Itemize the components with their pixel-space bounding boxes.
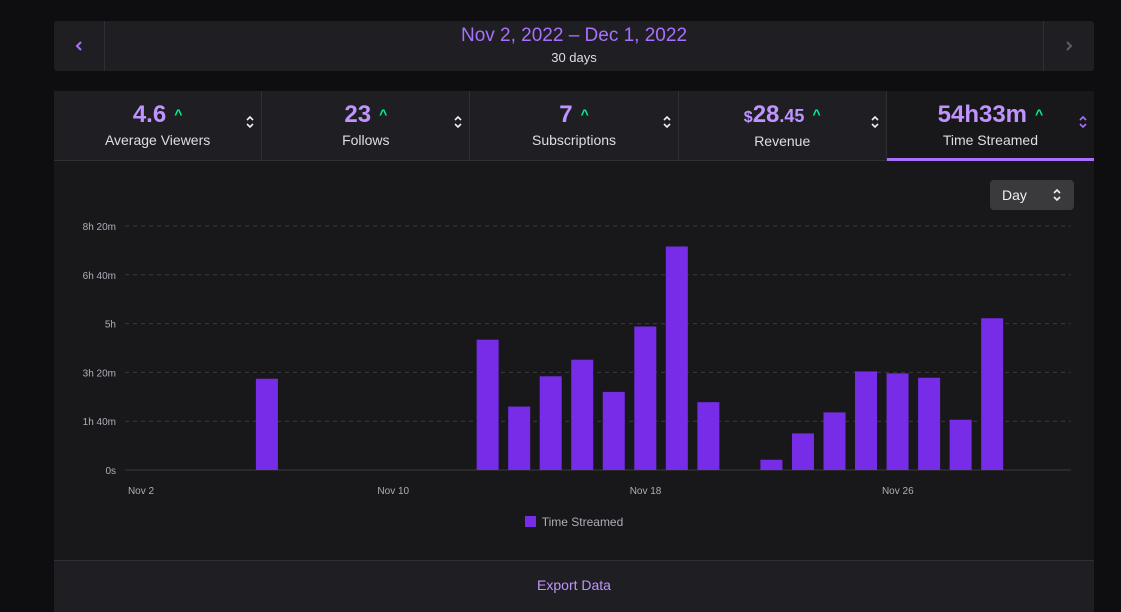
bar <box>476 339 499 470</box>
metric-value-cents: .45 <box>779 106 805 126</box>
time-streamed-chart: 0s 1h 40m 3h 20m 5h 6h 40m 8h 20m Nov 2 Nov 10 N… <box>83 222 1071 497</box>
chevron-right-icon <box>1066 41 1073 51</box>
metric-label: Time Streamed <box>942 132 1038 148</box>
tab-follows[interactable]: 23 ^ Follows <box>262 91 471 160</box>
sort-icon <box>1079 115 1087 129</box>
x-tick-label: Nov 10 <box>377 486 409 497</box>
sort-icon <box>246 115 254 129</box>
bar <box>508 406 531 470</box>
metric-label: Follows <box>342 132 390 148</box>
x-tick-label: Nov 26 <box>882 486 914 497</box>
chevron-up-down-icon <box>1053 188 1061 202</box>
stats-panel: 4.6 ^ Average Viewers 23 ^ Follows 7 ^ Subs… <box>54 91 1095 612</box>
metric-value: 54h33m <box>937 101 1028 128</box>
bar <box>602 391 625 470</box>
previous-period-button[interactable] <box>54 21 105 71</box>
y-tick-label: 3h 20m <box>83 368 116 379</box>
metric-value: 4.6 <box>132 101 167 128</box>
metric-value: 7 <box>559 101 573 128</box>
y-tick-label: 1h 40m <box>83 417 116 428</box>
sort-icon <box>454 115 462 129</box>
currency-symbol: $ <box>743 109 753 126</box>
chart-legend[interactable]: Time Streamed <box>54 515 1094 529</box>
export-bar: Export Data <box>54 560 1094 612</box>
tab-average-viewers[interactable]: 4.6 ^ Average Viewers <box>54 91 263 160</box>
metric-label: Subscriptions <box>531 132 617 148</box>
chevron-left-icon <box>75 41 82 51</box>
bar <box>949 419 972 470</box>
trend-up-icon: ^ <box>1035 106 1044 122</box>
metric-tabs: 4.6 ^ Average Viewers 23 ^ Follows 7 ^ Subs… <box>54 91 1095 161</box>
bar <box>697 402 720 470</box>
bar <box>823 412 846 470</box>
x-tick-label: Nov 2 <box>128 486 155 497</box>
export-data-button[interactable]: Export Data <box>537 577 611 593</box>
y-tick-label: 5h <box>105 320 116 331</box>
date-range-title: Nov 2, 2022 – Dec 1, 2022 <box>460 25 688 46</box>
bar <box>886 373 909 470</box>
x-tick-label: Nov 18 <box>630 486 662 497</box>
y-tick-label: 0s <box>105 466 116 477</box>
sort-icon <box>663 115 671 129</box>
bar <box>855 371 878 470</box>
granularity-select[interactable]: Day <box>990 180 1074 210</box>
bar <box>791 433 814 470</box>
bar <box>539 376 562 470</box>
bar <box>634 326 657 470</box>
trend-up-icon: ^ <box>812 106 821 122</box>
bar <box>981 318 1004 470</box>
legend-swatch <box>524 516 536 527</box>
date-range-display[interactable]: Nov 2, 2022 – Dec 1, 2022 30 days <box>105 21 1043 71</box>
metric-value: 28 <box>752 101 780 128</box>
trend-up-icon: ^ <box>379 106 388 122</box>
metric-label: Revenue <box>754 133 811 149</box>
bar <box>918 377 941 470</box>
tab-time-streamed[interactable]: 54h33m ^ Time Streamed <box>886 91 1095 161</box>
sort-icon <box>871 115 879 129</box>
bar <box>571 359 594 470</box>
bar <box>760 459 783 470</box>
metric-label: Average Viewers <box>104 132 211 148</box>
date-range-bar: Nov 2, 2022 – Dec 1, 2022 30 days <box>54 21 1094 71</box>
bar <box>255 378 278 470</box>
y-tick-label: 6h 40m <box>83 271 116 282</box>
legend-label: Time Streamed <box>541 515 624 529</box>
bar <box>665 246 688 470</box>
tab-subscriptions[interactable]: 7 ^ Subscriptions <box>470 91 679 160</box>
y-tick-label: 8h 20m <box>83 222 116 233</box>
metric-value: 23 <box>344 101 372 128</box>
next-period-button[interactable] <box>1043 21 1094 71</box>
trend-up-icon: ^ <box>580 106 589 122</box>
date-range-length: 30 days <box>551 50 597 65</box>
granularity-value: Day <box>1002 187 1027 203</box>
tab-revenue[interactable]: $28.45 ^ Revenue <box>679 91 887 160</box>
trend-up-icon: ^ <box>174 106 183 122</box>
